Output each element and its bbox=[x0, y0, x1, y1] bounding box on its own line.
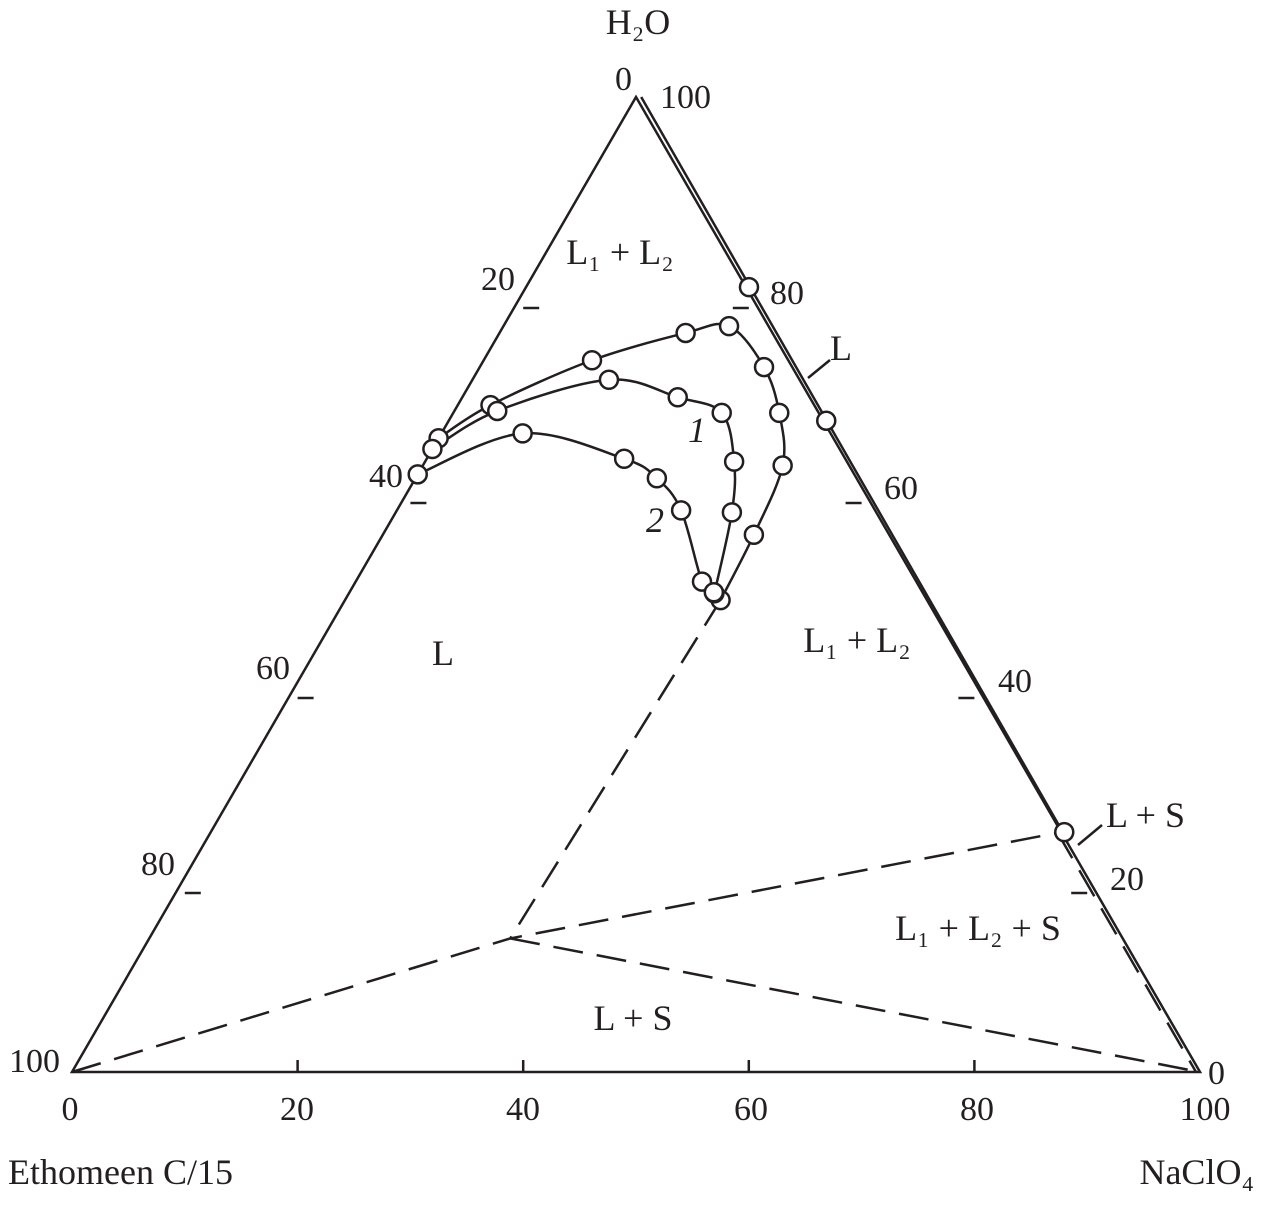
left-tick-label: 40 bbox=[369, 458, 403, 495]
leader-line-l-s bbox=[1077, 824, 1103, 846]
data-point-marker bbox=[718, 315, 740, 337]
data-point-marker bbox=[703, 582, 725, 603]
data-point-marker bbox=[581, 350, 603, 371]
edge-point-marker bbox=[1054, 821, 1075, 843]
bottom-tick-label: 100 bbox=[1180, 1091, 1231, 1128]
right-tick-label: 100 bbox=[660, 79, 711, 116]
bottom-tick-label: 0 bbox=[62, 1091, 79, 1128]
right-tick-label: 40 bbox=[998, 663, 1032, 700]
edge-point-marker bbox=[815, 410, 837, 431]
curve-2 bbox=[417, 431, 715, 594]
data-point-marker bbox=[670, 500, 692, 521]
data-point-marker bbox=[487, 400, 508, 422]
data-point-marker bbox=[667, 387, 688, 408]
data-point-marker bbox=[675, 322, 696, 344]
bottom-tick-label: 40 bbox=[506, 1091, 540, 1128]
curve-outer bbox=[437, 322, 786, 601]
right-tick-label: 20 bbox=[1110, 861, 1144, 898]
data-point-marker bbox=[711, 402, 732, 424]
data-point-marker bbox=[721, 502, 743, 523]
region-label-left-l: L bbox=[432, 633, 454, 673]
data-point-marker bbox=[646, 467, 668, 489]
data-point-marker bbox=[723, 451, 745, 472]
dashed-line bbox=[71, 830, 1062, 1074]
triangle-frame bbox=[69, 94, 1203, 1074]
dashed-line bbox=[1056, 831, 1198, 1073]
triangle-outline bbox=[69, 94, 1203, 1074]
region-label-edge-l-s: L + S bbox=[1106, 795, 1185, 835]
region-label-l1-l2-s: L₁ + L₂ + S bbox=[895, 908, 1061, 948]
left-tick-label: 60 bbox=[256, 650, 290, 687]
data-markers bbox=[407, 276, 1075, 843]
region-label-bottom-l-s: L + S bbox=[594, 998, 673, 1038]
bottom-tick-label: 60 bbox=[734, 1091, 768, 1128]
edge-point-marker bbox=[738, 276, 760, 298]
axis-ticks bbox=[184, 306, 1088, 1072]
region-label-edge-l: L bbox=[830, 328, 852, 368]
left-tick-label: 80 bbox=[141, 846, 175, 883]
data-point-marker bbox=[422, 438, 443, 460]
dashed-line bbox=[509, 599, 722, 940]
data-point-marker bbox=[772, 455, 793, 476]
left-tick-label: 0 bbox=[615, 61, 632, 98]
solubility-boundary-line bbox=[640, 96, 1064, 833]
left-tick-label: 20 bbox=[481, 261, 515, 298]
left-tick-label: 100 bbox=[9, 1043, 60, 1080]
top-vertex-label: H₂O bbox=[606, 2, 671, 42]
right-tick-label: 80 bbox=[770, 275, 804, 312]
right-vertex-label: NaClO₄ bbox=[1139, 1152, 1254, 1192]
data-point-marker bbox=[613, 448, 635, 469]
curve-label-1: 1 bbox=[688, 410, 706, 450]
bottom-tick-label: 20 bbox=[280, 1091, 314, 1128]
leader-line-l bbox=[807, 359, 831, 379]
dashed-tie-lines bbox=[71, 599, 1201, 1074]
bottom-tick-label: 80 bbox=[960, 1091, 994, 1128]
data-point-marker bbox=[512, 423, 533, 444]
data-point-marker bbox=[407, 464, 428, 485]
curve-label-2: 2 bbox=[646, 500, 664, 540]
data-point-marker bbox=[598, 369, 620, 390]
left-vertex-label: Ethomeen C/15 bbox=[8, 1152, 233, 1192]
region-label-top-l1-l2: L₁ + L₂ bbox=[566, 232, 673, 272]
dashed-line bbox=[509, 937, 1201, 1074]
data-point-marker bbox=[743, 524, 765, 546]
right-tick-label: 0 bbox=[1208, 1055, 1225, 1092]
data-point-marker bbox=[769, 402, 790, 424]
region-label-right-l1-l2: L₁ + L₂ bbox=[803, 620, 910, 660]
data-point-marker bbox=[753, 356, 775, 378]
right-tick-label: 60 bbox=[884, 470, 918, 507]
